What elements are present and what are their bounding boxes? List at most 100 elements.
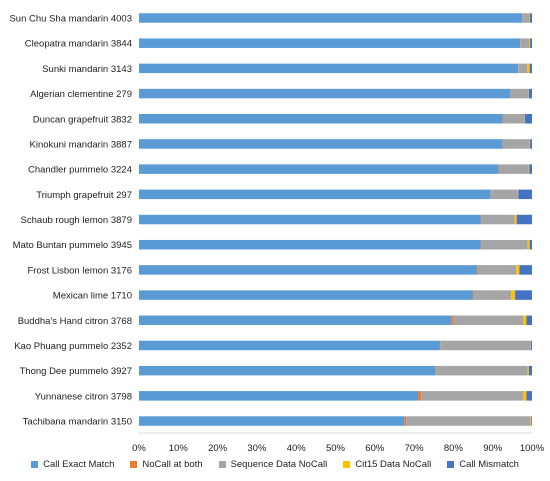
bar-segment-sequence-data-nocall [510,88,529,99]
bar-segment-call-exact-match [139,139,503,149]
bar-segment-sequence-data-nocall [502,139,530,149]
x-axis-ticks: 0% 10% 20% 30% 40% 50% 60% 70% 80% 90% 100% [132,443,545,454]
bar-segment-call-exact-match [139,365,436,376]
category-labels: Sun Chu Sha mandarin 4003 Cleopatra manda… [9,14,132,428]
bar-segment-sequence-data-nocall [421,391,524,401]
bar-segment-call-mismatch [528,88,532,99]
bar-segment-sequence-data-nocall [518,63,528,74]
bar-segment-cit15-data-nocall [527,239,530,250]
bar-segment-call-exact-match [139,164,499,174]
bar-segment-call-exact-match [139,416,405,426]
bar-segment-call-exact-match [139,290,474,300]
bar-segment-sequence-data-nocall [440,340,531,351]
x-tick-label: 90% [483,443,503,454]
bar-segment-cit15-data-nocall [523,391,527,401]
bar-segment-nocall-at-both [473,290,474,300]
bar-segment-call-mismatch [529,239,532,250]
bar-segment-sequence-data-nocall [453,315,524,326]
bar-segment-cit15-data-nocall [527,365,529,376]
bar-segment-nocall-at-both [418,391,422,401]
bar-segment-call-exact-match [139,391,419,401]
legend-swatch [218,461,226,468]
x-tick-label: 0% [132,443,146,454]
legend-swatch [447,461,455,468]
legend-item: NoCall at both [130,459,203,470]
bar-segment-cit15-data-nocall [514,214,517,225]
stacked-bar-chart: 0% 10% 20% 30% 40% 50% 60% 70% 80% 90% 100% Sun Ch… [9,13,545,454]
x-tick-label: 60% [365,443,385,454]
bar-segment-sequence-data-nocall [473,290,512,300]
bars-layer [139,13,532,426]
bar-segment-call-mismatch [529,164,532,174]
category-label: Thong Dee pummelo 3927 [20,366,133,377]
bar-segment-sequence-data-nocall [406,416,531,426]
bar-segment-cit15-data-nocall [523,315,527,326]
bar-segment-call-exact-match [139,13,523,23]
legend: Call Exact Match NoCall at both Sequence D… [0,459,550,470]
bar-segment-call-mismatch [531,416,532,426]
bar-segment-sequence-data-nocall [481,214,515,225]
bar-segment-call-mismatch [524,114,532,124]
x-tick-label: 20% [208,443,228,454]
bar-segment-call-mismatch [526,315,532,326]
legend-item: Cit15 Data NoCall [343,459,431,470]
bar-segment-call-mismatch [530,38,532,48]
bar-segment-sequence-data-nocall [477,265,517,275]
legend-swatch [31,461,39,468]
legend-label: Sequence Data NoCall [230,459,328,470]
bar-segment-call-mismatch [530,139,532,149]
category-label: Frost Lisbon lemon 3176 [27,265,132,276]
category-label: Kinokuni mandarin 3887 [30,139,132,150]
category-label: Sun Chu Sha mandarin 4003 [9,14,132,25]
legend-label: Cit15 Data NoCall [355,459,432,470]
category-label: Schaub rough lemon 3879 [21,215,132,226]
bar-segment-call-exact-match [139,63,519,74]
legend-label: Call Mismatch [459,459,519,470]
bar-segment-sequence-data-nocall [502,114,525,124]
x-tick-label: 50% [326,443,346,454]
bar-segment-sequence-data-nocall [498,164,529,174]
bar-segment-cit15-data-nocall [529,38,531,48]
legend-swatch [130,461,138,468]
category-label: Yunnanese citron 3798 [35,391,132,402]
category-label: Tachibana mandarin 3150 [23,417,132,428]
x-tick-label: 30% [247,443,267,454]
category-label: Kao Phuang pummelo 2352 [14,341,132,352]
x-tick-label: 70% [405,443,425,454]
bar-segment-call-mismatch [519,265,532,275]
bar-segment-call-exact-match [139,315,452,326]
bar-segment-call-exact-match [139,114,503,124]
category-label: Sunki mandarin 3143 [42,64,132,75]
bar-segment-cit15-data-nocall [527,63,530,74]
bar-segment-call-exact-match [139,239,481,250]
bar-segment-call-exact-match [139,340,440,351]
legend-item: Call Mismatch [447,459,519,470]
category-label: Cleopatra mandarin 3844 [25,39,132,50]
bar-segment-sequence-data-nocall [491,189,518,200]
category-label: Mexican lime 1710 [53,291,132,302]
bar-segment-cit15-data-nocall [528,164,530,174]
category-label: Chandler pummelo 3224 [28,165,132,176]
category-label: Mato Buntan pummelo 3945 [13,240,132,251]
legend-item: Call Exact Match [31,459,114,470]
bar-segment-sequence-data-nocall [522,13,530,23]
category-label: Duncan grapefruit 3832 [33,114,132,125]
bar-segment-nocall-at-both [476,265,478,275]
legend-label: NoCall at both [142,459,203,470]
bar-segment-call-exact-match [139,189,491,200]
bar-segment-cit15-data-nocall [530,416,532,426]
bar-segment-call-mismatch [528,365,532,376]
bar-segment-sequence-data-nocall [481,239,528,250]
bar-segment-call-mismatch [516,214,532,225]
x-tick-label: 100% [520,443,545,454]
category-label: Algerian clementine 279 [30,89,132,100]
x-tick-label: 40% [287,443,307,454]
bar-segment-nocall-at-both [404,416,407,426]
bar-segment-call-exact-match [139,38,521,48]
category-label: Triumph grapefruit 297 [36,190,132,201]
bar-segment-cit15-data-nocall [511,290,516,300]
bar-segment-sequence-data-nocall [436,365,528,376]
x-tick-label: 80% [444,443,464,454]
bar-segment-call-mismatch [530,340,532,351]
bar-segment-call-mismatch [529,63,532,74]
